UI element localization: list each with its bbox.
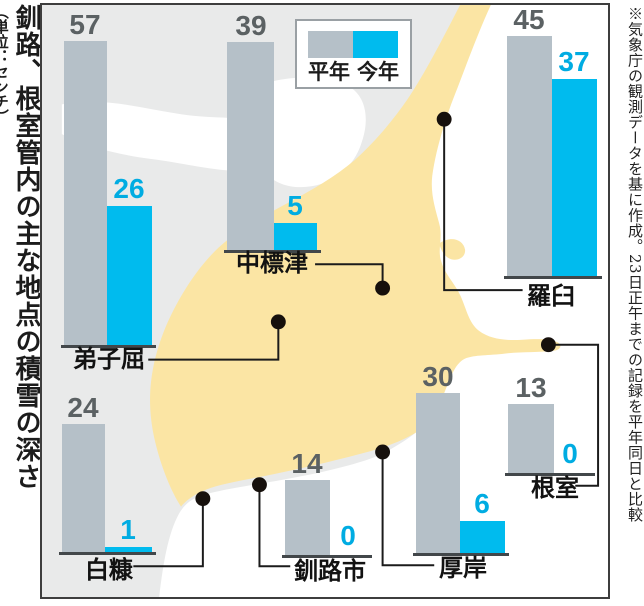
location-dot — [195, 491, 211, 507]
location-dot — [270, 314, 286, 330]
normal-value: 14 — [291, 448, 323, 479]
location-dot — [540, 337, 556, 353]
bar-baseline — [413, 553, 509, 556]
current-bar — [105, 547, 152, 552]
normal-value: 39 — [235, 10, 267, 41]
normal-bar — [507, 36, 552, 276]
bar-baseline — [282, 555, 372, 558]
current-value: 6 — [474, 488, 490, 519]
normal-value: 45 — [513, 4, 545, 35]
bar-baseline — [504, 276, 602, 279]
normal-value: 13 — [515, 372, 547, 403]
current-value: 1 — [120, 514, 136, 545]
current-value: 26 — [113, 173, 145, 204]
leader-line — [315, 263, 384, 286]
lake-region — [254, 77, 366, 188]
normal-value: 24 — [67, 392, 99, 423]
notsuke-hook — [439, 239, 466, 260]
station-label: 白糠 — [85, 557, 133, 584]
leader-line — [148, 324, 280, 361]
legend: 平年 今年 — [295, 19, 412, 89]
station-label: 羅臼 — [527, 283, 575, 310]
map-chart-area: 平年 今年 57 26 弟子屈 39 5 中標津 45 37 羅臼 24 1 白糠 14 0 釧路市 30 6 厚… — [40, 3, 610, 599]
normal-bar — [508, 404, 554, 473]
chart-title-unit: （単位：センチ） — [0, 4, 9, 124]
location-dot — [375, 280, 391, 296]
current-bar — [552, 79, 597, 276]
normal-value: 30 — [422, 361, 454, 392]
leader-line — [381, 454, 435, 567]
source-note: ※気象庁の観測データを基に作成。23日正午までの記録を平年同日と比較 — [626, 6, 644, 523]
legend-normal-swatch — [308, 31, 353, 58]
sea-shape — [159, 5, 608, 597]
normal-bar — [64, 41, 107, 345]
station-label: 釧路市 — [294, 558, 366, 585]
land-shape — [150, 5, 561, 507]
legend-current-label: 今年 — [357, 61, 399, 84]
chart-title: 釧路、根室管内の主な地点の積雪の深さ（単位：センチ） — [0, 4, 42, 604]
chart-title-text: 釧路、根室管内の主な地点の積雪の深さ — [12, 4, 42, 490]
station-label: 中標津 — [236, 250, 308, 277]
current-value: 37 — [558, 46, 590, 77]
normal-bar — [285, 480, 330, 555]
leader-line — [258, 487, 291, 568]
normal-bar — [227, 42, 274, 250]
bar-baseline — [61, 345, 156, 348]
station-label: 根室 — [531, 475, 579, 502]
current-bar — [107, 206, 152, 345]
current-value: 0 — [340, 520, 356, 551]
bar-baseline — [224, 250, 321, 253]
station-label: 弟子屈 — [73, 346, 145, 373]
bar-baseline — [59, 552, 156, 555]
leader-line — [551, 343, 600, 487]
location-dot — [375, 444, 391, 460]
leader-line — [443, 122, 523, 292]
legend-normal-label: 平年 — [308, 61, 350, 84]
current-value: 5 — [287, 190, 303, 221]
leader-line — [133, 501, 204, 568]
normal-value: 57 — [69, 9, 101, 40]
lake-band — [61, 101, 266, 172]
current-value: 0 — [562, 438, 578, 469]
normal-bar — [416, 393, 460, 553]
station-label: 厚岸 — [439, 555, 487, 582]
bar-baseline — [505, 473, 595, 476]
location-dot — [436, 111, 452, 127]
legend-current-swatch — [353, 31, 398, 58]
current-bar — [460, 521, 505, 553]
location-dot — [252, 477, 267, 493]
current-bar — [274, 223, 317, 250]
normal-bar — [62, 424, 105, 552]
